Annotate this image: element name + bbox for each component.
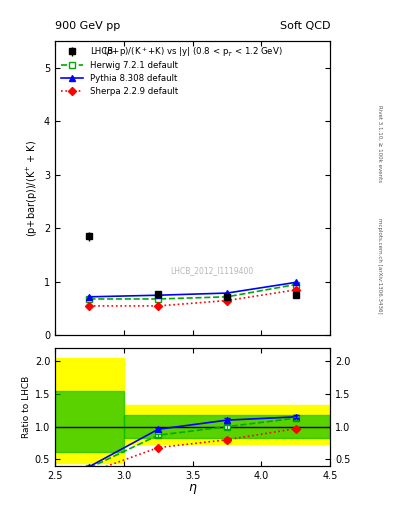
Text: Soft QCD: Soft QCD bbox=[280, 20, 330, 31]
Line: Sherpa 2.2.9 default: Sherpa 2.2.9 default bbox=[86, 287, 299, 309]
Y-axis label: (p+bar(p))/(K$^{+}$ + K): (p+bar(p))/(K$^{+}$ + K) bbox=[25, 140, 40, 237]
Text: mcplots.cern.ch [arXiv:1306.3436]: mcplots.cern.ch [arXiv:1306.3436] bbox=[377, 219, 382, 314]
Pythia 8.308 default bbox=[156, 292, 161, 298]
Line: Herwig 7.2.1 default: Herwig 7.2.1 default bbox=[86, 282, 299, 302]
Text: ($\bar{p}$+p)/(K$^+$+K) vs |y| (0.8 < p$_{T}$ < 1.2 GeV): ($\bar{p}$+p)/(K$^+$+K) vs |y| (0.8 < p$… bbox=[103, 46, 283, 59]
Sherpa 2.2.9 default bbox=[294, 287, 298, 293]
Herwig 7.2.1 default bbox=[156, 296, 161, 302]
Sherpa 2.2.9 default bbox=[225, 297, 230, 304]
Pythia 8.308 default bbox=[225, 290, 230, 296]
Sherpa 2.2.9 default bbox=[156, 303, 161, 309]
X-axis label: $\eta$: $\eta$ bbox=[188, 482, 197, 496]
Text: Rivet 3.1.10, ≥ 100k events: Rivet 3.1.10, ≥ 100k events bbox=[377, 105, 382, 182]
Herwig 7.2.1 default bbox=[294, 282, 298, 288]
Pythia 8.308 default bbox=[294, 280, 298, 286]
Y-axis label: Ratio to LHCB: Ratio to LHCB bbox=[22, 376, 31, 438]
Text: LHCB_2012_I1119400: LHCB_2012_I1119400 bbox=[170, 266, 253, 275]
Herwig 7.2.1 default bbox=[225, 294, 230, 300]
Text: 900 GeV pp: 900 GeV pp bbox=[55, 20, 120, 31]
Legend: LHCB, Herwig 7.2.1 default, Pythia 8.308 default, Sherpa 2.2.9 default: LHCB, Herwig 7.2.1 default, Pythia 8.308… bbox=[58, 44, 181, 100]
Pythia 8.308 default bbox=[87, 294, 92, 300]
Sherpa 2.2.9 default bbox=[87, 303, 92, 309]
Herwig 7.2.1 default bbox=[87, 296, 92, 302]
Line: Pythia 8.308 default: Pythia 8.308 default bbox=[86, 280, 299, 300]
